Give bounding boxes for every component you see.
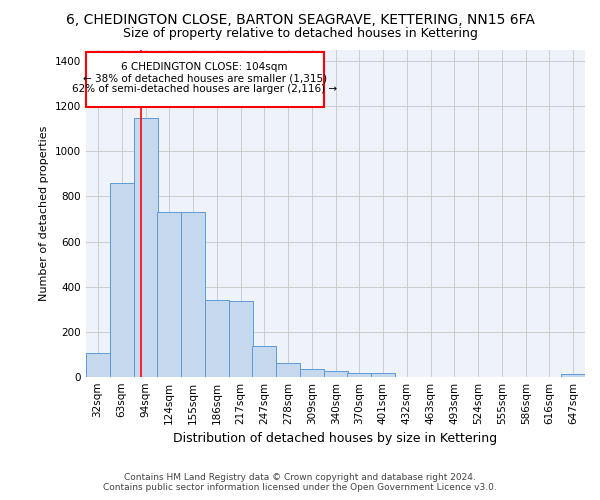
Bar <box>371 374 395 376</box>
Bar <box>205 300 229 376</box>
Bar <box>252 346 276 376</box>
Text: 6 CHEDINGTON CLOSE: 104sqm: 6 CHEDINGTON CLOSE: 104sqm <box>121 62 288 72</box>
Bar <box>110 183 134 376</box>
FancyBboxPatch shape <box>86 52 324 108</box>
Bar <box>134 118 158 376</box>
Text: Contains HM Land Registry data © Crown copyright and database right 2024.
Contai: Contains HM Land Registry data © Crown c… <box>103 473 497 492</box>
Bar <box>347 374 371 376</box>
Bar <box>181 212 205 376</box>
Text: ← 38% of detached houses are smaller (1,315): ← 38% of detached houses are smaller (1,… <box>83 73 327 83</box>
Bar <box>276 363 300 376</box>
Bar <box>300 369 324 376</box>
Bar <box>561 374 585 376</box>
Text: 62% of semi-detached houses are larger (2,116) →: 62% of semi-detached houses are larger (… <box>72 84 337 94</box>
Y-axis label: Number of detached properties: Number of detached properties <box>39 126 49 301</box>
Bar <box>324 371 348 376</box>
Bar <box>86 353 110 376</box>
Bar <box>157 212 181 376</box>
Bar <box>229 301 253 376</box>
X-axis label: Distribution of detached houses by size in Kettering: Distribution of detached houses by size … <box>173 432 497 445</box>
Text: Size of property relative to detached houses in Kettering: Size of property relative to detached ho… <box>122 28 478 40</box>
Text: 6, CHEDINGTON CLOSE, BARTON SEAGRAVE, KETTERING, NN15 6FA: 6, CHEDINGTON CLOSE, BARTON SEAGRAVE, KE… <box>65 12 535 26</box>
